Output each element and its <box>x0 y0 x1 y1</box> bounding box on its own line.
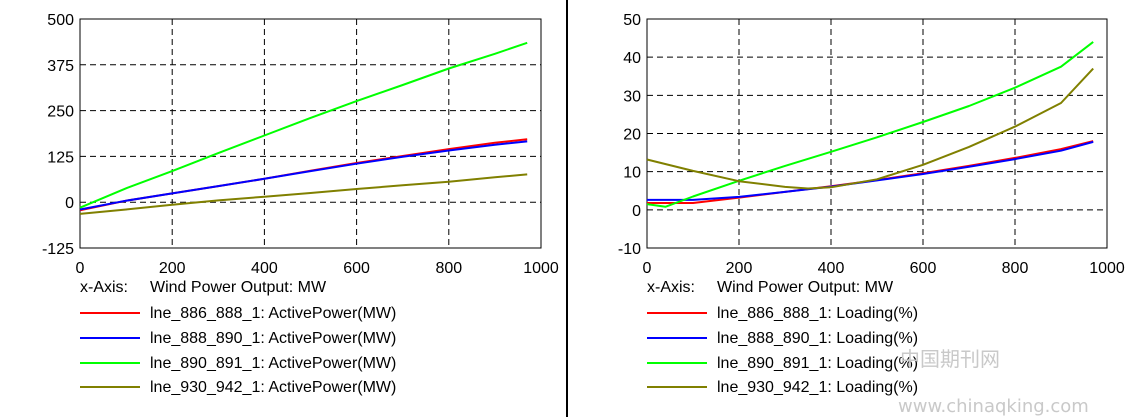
y-tick-label: 30 <box>623 88 641 105</box>
y-tick-label: 50 <box>623 12 641 29</box>
x-tick-label: 200 <box>726 260 753 277</box>
legend-label-series-3: lne_890_891_1: ActivePower(MW) <box>150 355 396 372</box>
y-tick-label: 40 <box>623 50 641 67</box>
legend-right: x-Axis: Wind Power Output: MW lne_886_88… <box>647 279 918 396</box>
legend-label-series-3: lne_890_891_1: Loading(%) <box>717 355 918 372</box>
y-tick-label: 125 <box>47 149 74 166</box>
y-tick-label: 10 <box>623 165 641 182</box>
x-axis-prefix: x-Axis: <box>80 279 128 296</box>
series-line-3 <box>79 41 528 209</box>
legend-label-series-2: lne_888_890_1: Loading(%) <box>717 330 918 347</box>
watermark-text-url: www.chinaqking.com <box>898 396 1089 417</box>
x-tick-label: 0 <box>76 260 85 277</box>
x-tick-label: 400 <box>818 260 845 277</box>
series-line-4 <box>79 173 528 215</box>
legend-label-series-2: lne_888_890_1: ActivePower(MW) <box>150 330 396 347</box>
y-tick-label: 250 <box>47 104 74 121</box>
x-tick-label: 1000 <box>523 260 559 277</box>
y-tick-label: -10 <box>618 241 641 258</box>
x-tick-label: 800 <box>1002 260 1029 277</box>
legend-label-series-4: lne_930_942_1: ActivePower(MW) <box>150 379 396 396</box>
y-tick-label: -125 <box>42 241 74 258</box>
series-line-3 <box>646 41 1094 208</box>
plot-frame <box>79 18 542 249</box>
legend-left: x-Axis: Wind Power Output: MW lne_886_88… <box>80 279 396 396</box>
watermark: 中国期刊网 www.chinaqking.com <box>898 347 1089 417</box>
y-tick-label: 375 <box>47 58 74 75</box>
y-tick-label: 0 <box>65 195 74 212</box>
y-tick-label: 0 <box>632 203 641 220</box>
x-tick-label: 800 <box>435 260 462 277</box>
x-tick-label: 1000 <box>1089 260 1125 277</box>
legend-label-series-1: lne_886_888_1: ActivePower(MW) <box>150 305 396 322</box>
x-tick-label: 400 <box>251 260 278 277</box>
x-tick-label: 600 <box>910 260 937 277</box>
x-tick-label: 600 <box>343 260 370 277</box>
x-axis-label: Wind Power Output: MW <box>717 279 894 296</box>
series-line-4 <box>646 67 1094 190</box>
x-axis-label: Wind Power Output: MW <box>150 279 327 296</box>
y-tick-label: 500 <box>47 12 74 29</box>
legend-label-series-4: lne_930_942_1: Loading(%) <box>717 379 918 396</box>
x-axis-prefix: x-Axis: <box>647 279 695 296</box>
y-tick-label: 20 <box>623 127 641 144</box>
x-tick-label: 0 <box>643 260 652 277</box>
series-line-2 <box>647 140 1094 201</box>
series-line-2 <box>79 140 528 211</box>
watermark-text-cn: 中国期刊网 <box>900 347 1000 371</box>
x-tick-label: 200 <box>159 260 186 277</box>
legend-label-series-1: lne_886_888_1: Loading(%) <box>717 305 918 322</box>
